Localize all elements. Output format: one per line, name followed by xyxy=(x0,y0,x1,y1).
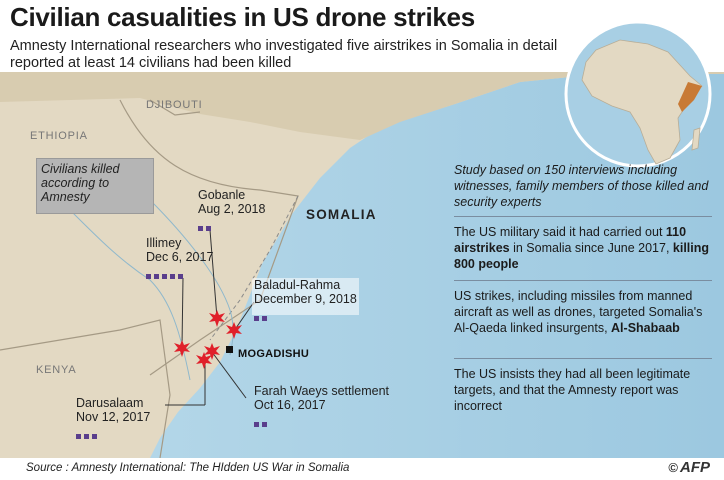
somalia-highlight-icon xyxy=(678,82,702,112)
civilian-marker xyxy=(198,226,203,231)
map-legend: Civilians killed according to Amnesty xyxy=(36,158,154,214)
info-study: Study based on 150 interviews including … xyxy=(454,163,709,209)
country-label-kenya: KENYA xyxy=(36,364,77,376)
civilian-marker xyxy=(170,274,175,279)
strike-site-gobanle: Gobanle Aug 2, 2018 xyxy=(196,188,267,231)
border-dashed xyxy=(209,195,299,341)
civilian-marker xyxy=(92,434,97,439)
civilian-count-markers xyxy=(254,308,357,321)
site-name: Baladul-Rahma xyxy=(254,278,341,292)
agency-credit: © AFP xyxy=(668,459,710,476)
copyright-symbol: © xyxy=(668,460,678,475)
site-name: Darusalaam xyxy=(76,396,144,410)
agency-name: AFP xyxy=(680,459,710,476)
border-ethiopia-somalia xyxy=(119,99,299,376)
page-title: Civilian casualities in US drone strikes xyxy=(10,2,475,32)
site-date: Oct 16, 2017 xyxy=(254,398,326,412)
civilian-marker xyxy=(262,316,267,321)
civilian-marker xyxy=(254,422,259,427)
strike-site-illimey: Illimey Dec 6, 2017 xyxy=(144,236,215,279)
info-military-deaths: killing 800 people xyxy=(454,241,710,271)
civilian-marker xyxy=(154,274,159,279)
info-strikes-group: Al-Shabaab xyxy=(611,321,680,335)
strike-site-baladul-rahma: Baladul-Rahma December 9, 2018 xyxy=(252,278,359,321)
river-juba xyxy=(69,209,191,381)
civilian-marker xyxy=(254,316,259,321)
site-date: Dec 6, 2017 xyxy=(146,250,214,264)
strike-icon xyxy=(204,343,220,360)
civilian-count-markers xyxy=(198,218,265,231)
civilian-marker xyxy=(178,274,183,279)
panel-divider xyxy=(454,358,712,359)
country-label-djibouti: DJIBOUTI xyxy=(146,99,203,111)
source-note: Source : Amnesty International: The HIdd… xyxy=(26,462,350,474)
leader-farah-waeys xyxy=(211,351,247,399)
strike-icon xyxy=(209,310,225,327)
civilian-marker xyxy=(162,274,167,279)
info-military-text-2: in Somalia since June 2017, xyxy=(509,241,673,255)
mogadishu-marker xyxy=(226,346,233,353)
strike-icon xyxy=(196,352,212,369)
strike-site-farah-waeys: Farah Waeys settlement Oct 16, 2017 xyxy=(252,384,391,427)
civilian-marker xyxy=(76,434,81,439)
country-label-ethiopia: ETHIOPIA xyxy=(30,130,88,142)
border-djibouti xyxy=(149,99,201,116)
strike-site-darusalaam: Darusalaam Nov 12, 2017 xyxy=(74,396,152,439)
map xyxy=(0,20,724,458)
land-mass xyxy=(0,72,724,458)
city-label-mogadishu: MOGADISHU xyxy=(238,348,310,360)
border-kenya xyxy=(0,319,171,458)
site-date: Nov 12, 2017 xyxy=(76,410,151,424)
leader-baladul-rahma xyxy=(235,301,255,329)
civilian-count-markers xyxy=(76,426,150,439)
info-strikes-text: US strikes, including missiles from mann… xyxy=(454,289,703,335)
site-name: Illimey xyxy=(146,236,182,250)
info-military-airstrikes: 110 airstrikes xyxy=(454,225,687,255)
country-label-somalia: SOMALIA xyxy=(306,207,377,222)
civilian-count-markers xyxy=(146,266,213,279)
info-insists: The US insists they had all been legitim… xyxy=(454,367,691,413)
site-date: December 9, 2018 xyxy=(254,292,357,306)
civilian-marker xyxy=(206,226,211,231)
page-subtitle: Amnesty International researchers who in… xyxy=(10,38,558,71)
info-military-text: The US military said it had carried out xyxy=(454,225,666,239)
civilian-marker xyxy=(262,422,267,427)
site-date: Aug 2, 2018 xyxy=(198,202,266,216)
civilian-marker xyxy=(146,274,151,279)
legend-text: Civilians killed according to Amnesty xyxy=(41,162,120,204)
africa-inset xyxy=(564,20,712,168)
site-name: Gobanle xyxy=(198,188,246,202)
gulf-coast xyxy=(0,72,724,140)
site-name: Farah Waeys settlement xyxy=(254,384,390,398)
civilian-marker xyxy=(84,434,89,439)
madagascar-icon xyxy=(691,127,701,151)
leader-illimey xyxy=(181,277,184,347)
civilian-count-markers xyxy=(254,414,389,427)
panel-divider xyxy=(454,280,712,281)
strike-icon xyxy=(174,340,190,357)
info-military: The US military said it had carried out … xyxy=(454,224,716,272)
africa-icon xyxy=(581,39,703,165)
panel-divider xyxy=(454,216,712,217)
strike-markers xyxy=(174,310,242,369)
strike-icon xyxy=(226,322,242,339)
leader-gobanle xyxy=(209,229,218,319)
leader-lines xyxy=(165,229,255,406)
river-shabelle xyxy=(149,199,234,356)
footer: Source : Amnesty International: The HIdd… xyxy=(0,458,724,480)
info-strikes: US strikes, including missiles from mann… xyxy=(454,288,716,336)
